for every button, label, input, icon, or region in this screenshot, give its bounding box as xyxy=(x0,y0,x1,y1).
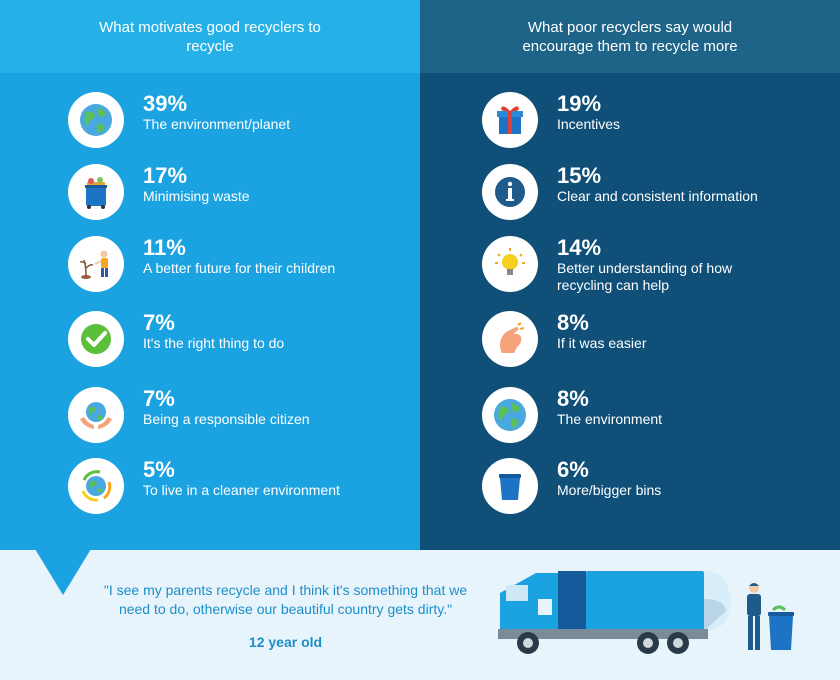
percentage: 39% xyxy=(143,91,188,116)
motivator-item: 39% The environment/planet xyxy=(68,92,290,148)
globe-icon xyxy=(68,92,124,148)
child-planting-icon xyxy=(68,236,124,292)
encourager-item: 6% More/bigger bins xyxy=(482,458,661,514)
worker-with-bin-icon xyxy=(747,583,794,650)
percentage: 8% xyxy=(557,386,589,411)
quote-text: "I see my parents recycle and I think it… xyxy=(103,582,468,617)
globe-icon xyxy=(482,387,538,443)
motivator-item: 17% Minimising waste xyxy=(68,164,250,220)
label: If it was easier xyxy=(557,335,647,351)
percentage: 7% xyxy=(143,386,175,411)
label: To live in a cleaner environment xyxy=(143,482,340,498)
label: Incentives xyxy=(557,116,621,132)
encourager-item: 8% If it was easier xyxy=(482,311,646,367)
label: A better future for their children xyxy=(143,260,336,276)
encourager-item: 19% Incentives xyxy=(482,92,620,148)
label: It's the right thing to do xyxy=(143,335,285,351)
label: Minimising waste xyxy=(143,188,250,204)
label: The environment/planet xyxy=(143,116,291,132)
label: The environment xyxy=(557,411,663,427)
left-column-heading: What motivates good recyclers to recycle xyxy=(0,0,420,73)
encourager-item: 8% The environment xyxy=(482,387,662,443)
right-column: What poor recyclers say would encourage … xyxy=(420,0,840,550)
percentage: 19% xyxy=(557,91,602,116)
motivator-item: 7% It's the right thing to do xyxy=(68,311,284,367)
motivator-item: 11% A better future for their children xyxy=(68,236,335,292)
percentage: 14% xyxy=(557,235,602,260)
percentage: 11% xyxy=(143,235,186,260)
info-icon xyxy=(482,164,538,220)
percentage: 6% xyxy=(557,457,589,482)
encourager-item: 15% Clear and consistent information xyxy=(482,164,758,220)
motivator-item: 7% Being a responsible citizen xyxy=(68,387,310,443)
recycle-globe-icon xyxy=(68,458,124,514)
right-column-heading: What poor recyclers say would encourage … xyxy=(420,0,840,73)
recycling-truck-icon xyxy=(498,571,730,654)
label: Clear and consistent information xyxy=(557,188,758,204)
checkmark-icon xyxy=(68,311,124,367)
lightbulb-icon xyxy=(482,236,538,292)
left-column: What motivates good recyclers to recycle… xyxy=(0,0,420,550)
percentage: 17% xyxy=(143,163,188,188)
bin-full-icon xyxy=(68,164,124,220)
label: More/bigger bins xyxy=(557,482,662,498)
percentage: 8% xyxy=(557,310,589,335)
percentage: 7% xyxy=(143,310,175,335)
percentage: 15% xyxy=(557,163,602,188)
snap-fingers-icon xyxy=(482,311,538,367)
bin-icon xyxy=(482,458,538,514)
encourager-item: 14% Better understanding of how recycling… xyxy=(482,236,787,294)
speech-notch xyxy=(35,549,91,595)
label: Better understanding of how recycling ca… xyxy=(557,260,733,293)
label: Being a responsible citizen xyxy=(143,411,310,427)
motivator-item: 5% To live in a cleaner environment xyxy=(68,458,340,514)
percentage: 5% xyxy=(143,457,175,482)
globe-in-hands-icon xyxy=(68,387,124,443)
gift-icon xyxy=(482,92,538,148)
quote-attribution: 12 year old xyxy=(248,634,323,650)
